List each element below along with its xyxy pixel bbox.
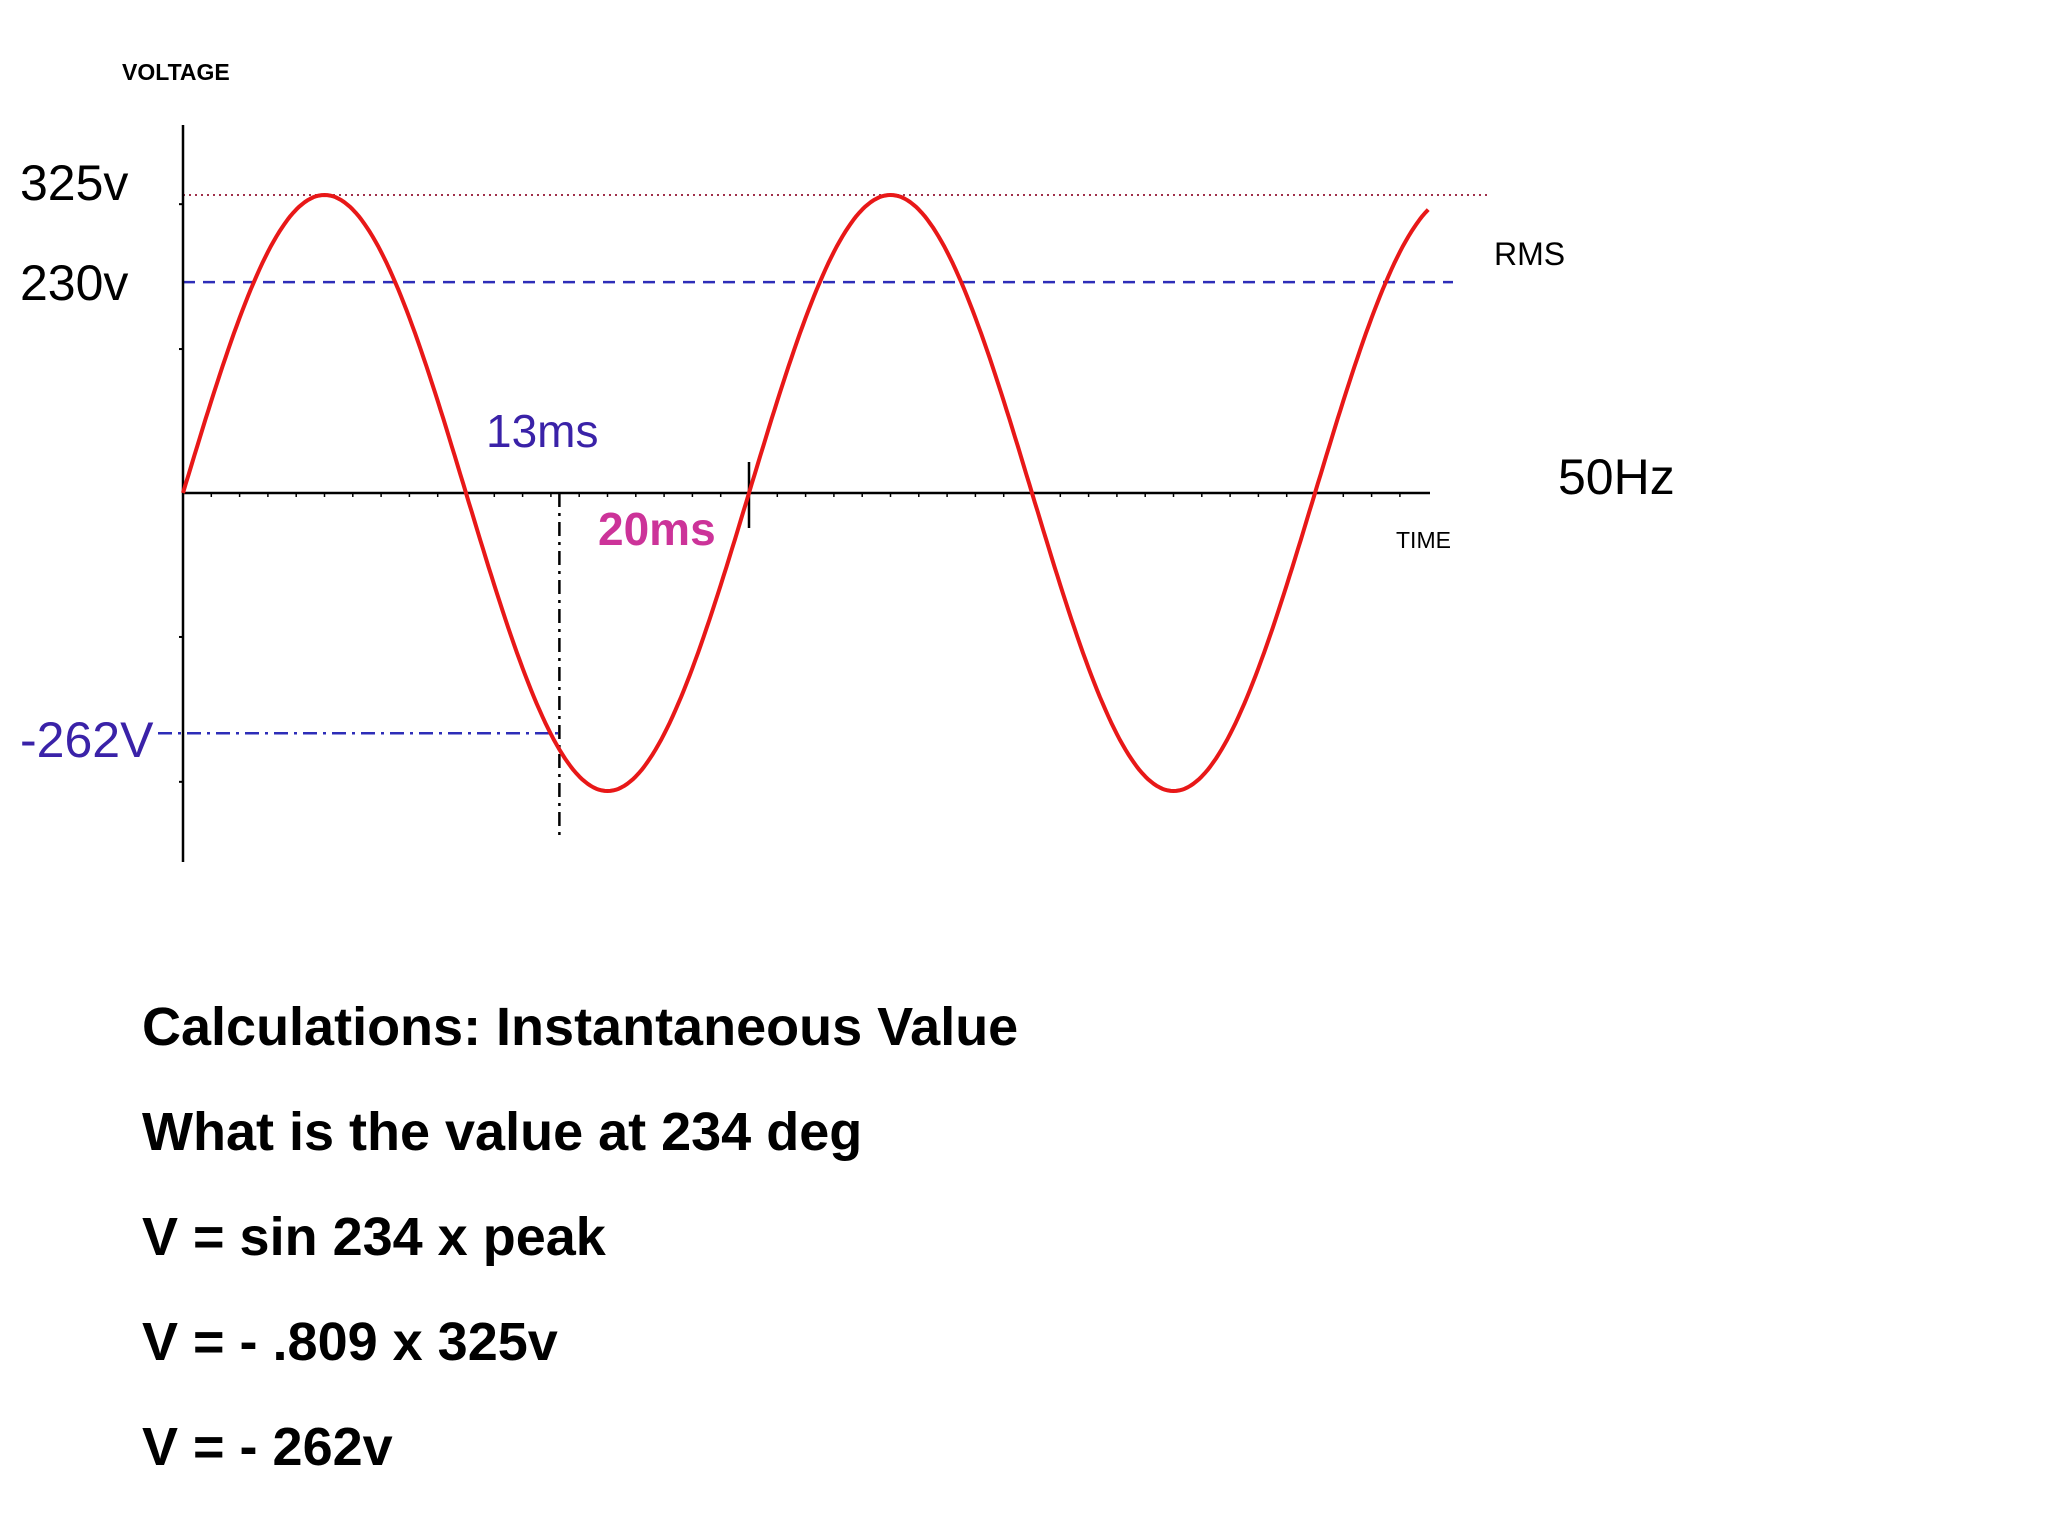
calculation-result: V = - 262v <box>142 1417 393 1477</box>
calculation-formula: V = sin 234 x peak <box>142 1207 606 1267</box>
y-axis-ticks <box>179 203 183 783</box>
calculation-substitution: V = - .809 x 325v <box>142 1312 558 1372</box>
rms-line-label: RMS <box>1494 236 1565 272</box>
time-label-20ms: 20ms <box>598 503 716 555</box>
voltage-sine-series-line <box>181 193 1430 793</box>
calculation-heading: Calculations: Instantaneous Value <box>142 997 1019 1057</box>
frequency-label: 50Hz <box>1558 449 1675 505</box>
time-label-13ms: 13ms <box>486 405 598 457</box>
y-tick-label-230v: 230v <box>20 255 128 311</box>
y-axis-title: VOLTAGE <box>122 59 230 85</box>
calculation-question: What is the value at 234 deg <box>142 1102 863 1162</box>
x-axis-title: TIME <box>1396 527 1451 553</box>
calculations-text: Calculations: Instantaneous Value What i… <box>142 975 1018 1500</box>
y-tick-label-minus-262v: -262V <box>20 712 154 768</box>
y-tick-label-325v: 325v <box>20 155 128 211</box>
